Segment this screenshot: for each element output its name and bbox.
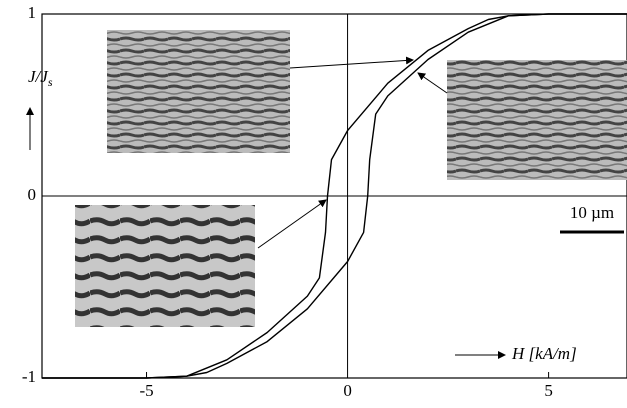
scale-label: 10 µm: [570, 203, 614, 222]
x-tick-label: 5: [544, 381, 553, 400]
domain-image: [107, 30, 290, 153]
x-tick-label: 0: [343, 381, 352, 400]
y-label-sub: s: [48, 75, 53, 89]
y-label-main: J/J: [28, 67, 49, 86]
domain-image: [75, 205, 255, 327]
y-tick-label: 0: [28, 185, 37, 204]
arrow: [417, 72, 448, 94]
arrow: [257, 199, 327, 249]
y-tick-label: 1: [28, 3, 37, 22]
y-tick-label: -1: [22, 367, 36, 386]
domain-image: [447, 60, 627, 180]
x-tick-label: -5: [139, 381, 153, 400]
arrow: [289, 56, 414, 69]
hysteresis-branch: [42, 13, 627, 379]
hysteresis-branch: [42, 13, 627, 379]
x-axis-label: H [kA/m]: [511, 344, 577, 363]
y-axis-label: J/Js: [28, 67, 53, 89]
